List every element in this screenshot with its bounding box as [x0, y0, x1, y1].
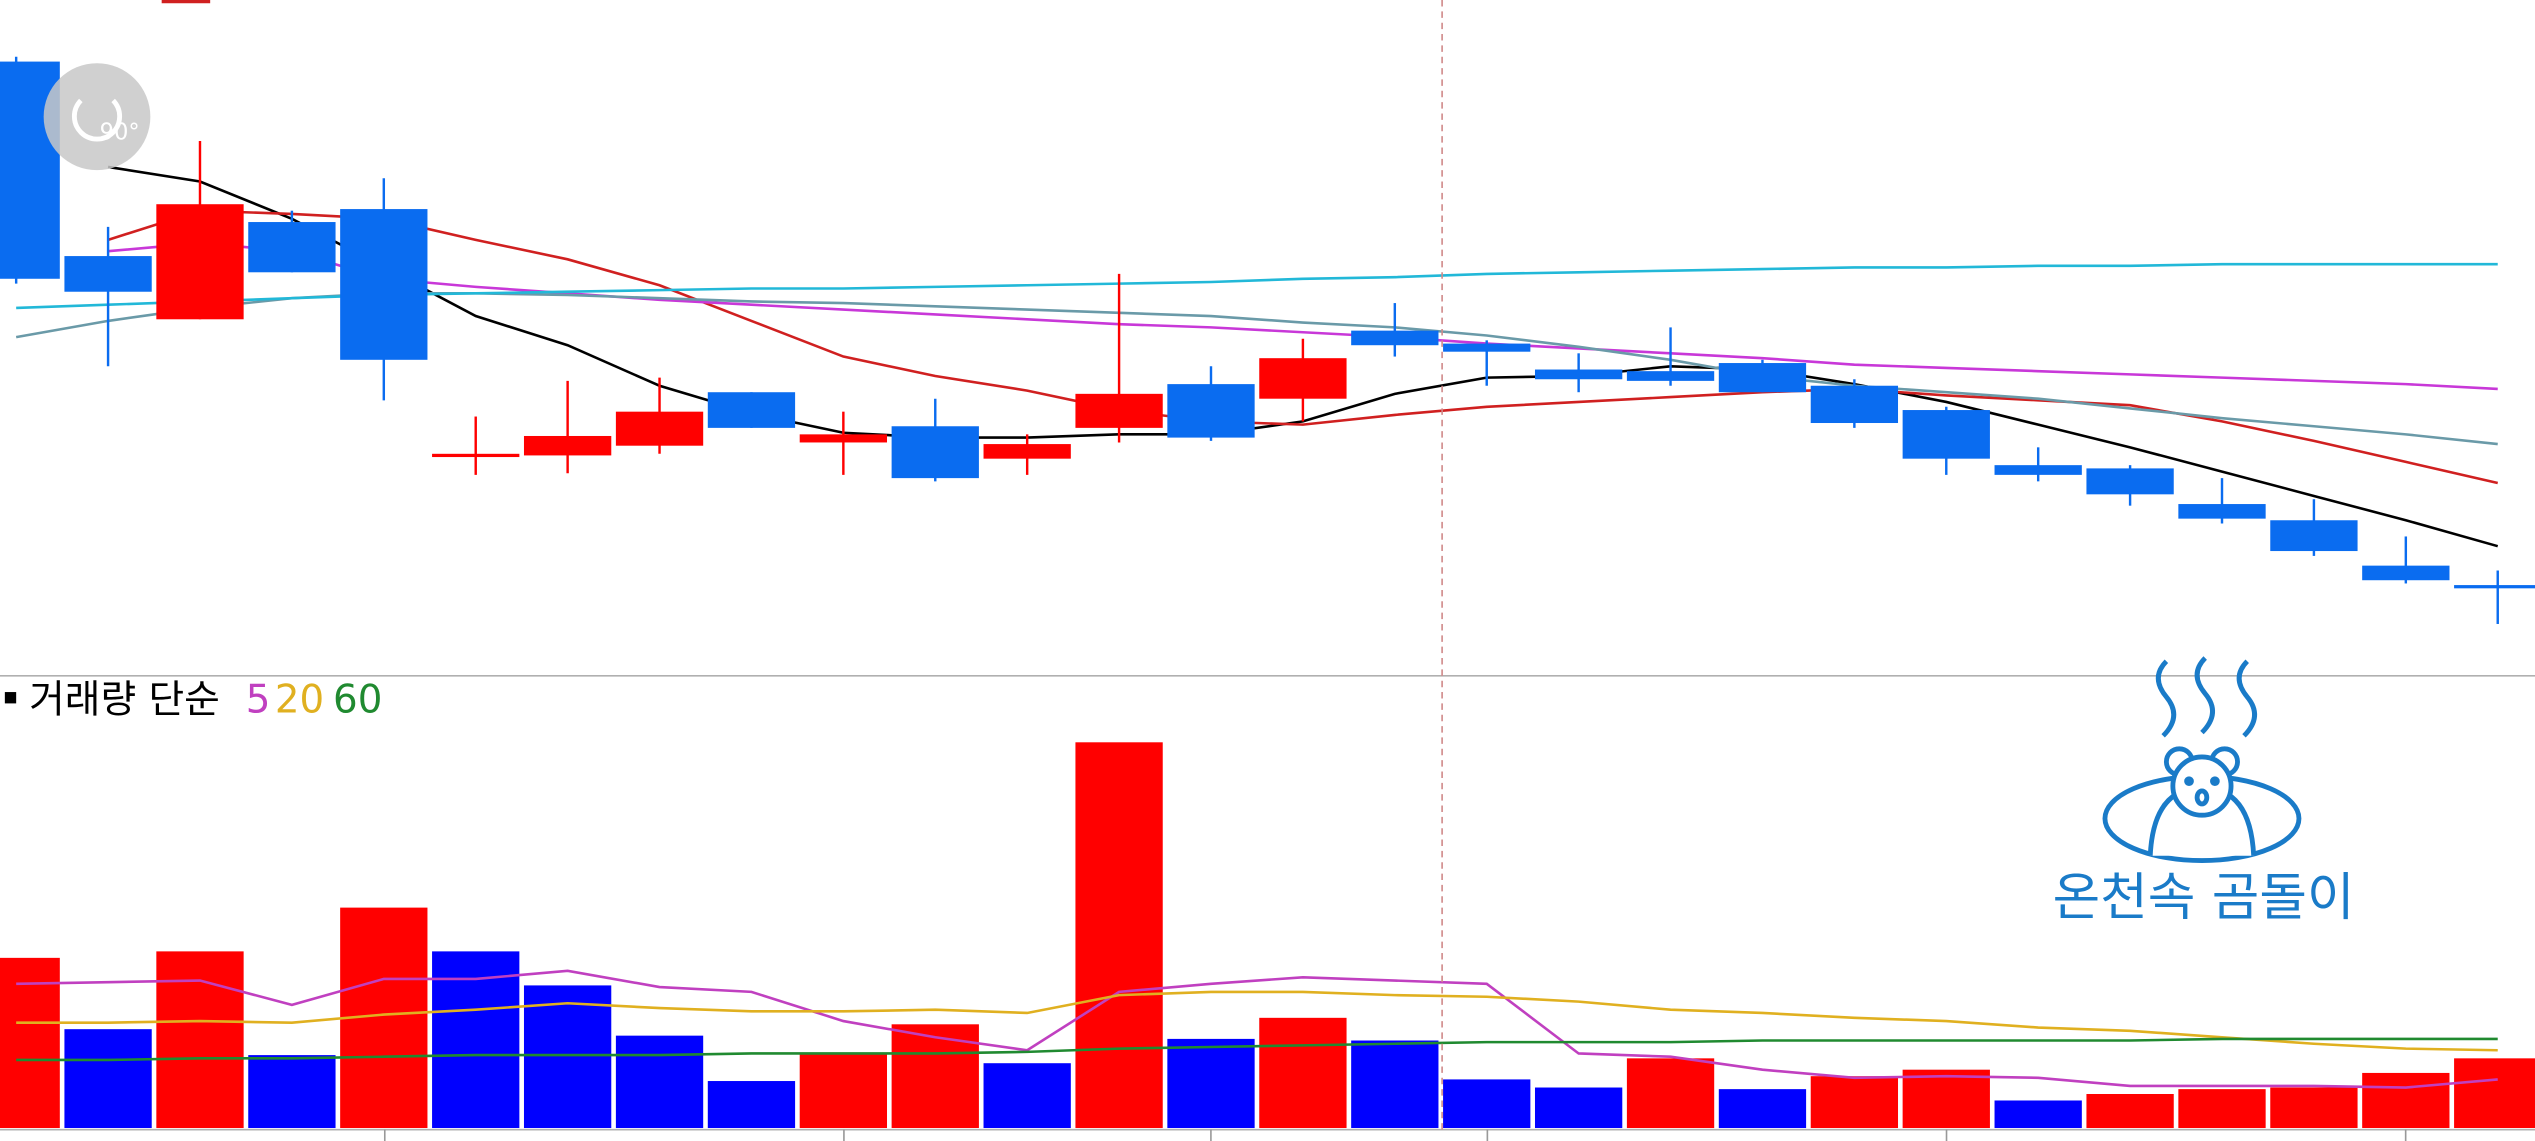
volume-bar — [615, 1035, 704, 1129]
volume-bar — [2270, 1087, 2358, 1129]
watermark-logo — [2102, 656, 2302, 864]
volume-bar — [523, 985, 612, 1129]
ma-line — [107, 241, 2498, 391]
candle-body — [1259, 358, 1347, 399]
volume-bar — [1626, 1058, 1715, 1129]
volume-bar — [248, 1055, 336, 1129]
candle-body — [156, 204, 244, 320]
legend-marker — [4, 692, 17, 704]
price-panel — [0, 56, 2535, 624]
candle-body — [1902, 410, 1990, 459]
candle-body — [983, 444, 1071, 459]
ma-line — [16, 990, 2498, 1052]
candle-body — [1810, 385, 1899, 424]
volume-bar — [1534, 1087, 1623, 1129]
volume-bar — [1994, 1100, 2082, 1129]
volume-bar — [1351, 1040, 1439, 1129]
volume-bar — [1443, 1079, 1531, 1129]
candle-body — [1351, 330, 1439, 346]
volume-bar — [1718, 1089, 1807, 1129]
candle-body — [2178, 504, 2266, 519]
volume-title: 거래량 단순 — [29, 677, 220, 722]
legend-entry: 20 — [275, 677, 324, 722]
legend-entry: 60 — [333, 677, 382, 722]
volume-bar — [156, 951, 244, 1129]
ma-line — [107, 209, 2499, 485]
candle-body — [248, 222, 336, 273]
volume-bar — [707, 1081, 796, 1129]
watermark-text: 온천속 곰돌이 — [2053, 868, 2355, 928]
legend-entry: 5 — [246, 677, 271, 722]
ma-line — [16, 1037, 2498, 1062]
rotate-button-bg[interactable] — [43, 63, 151, 171]
candle-body — [2086, 468, 2174, 495]
volume-bar — [2362, 1072, 2450, 1129]
volume-bar — [1259, 1017, 1347, 1129]
volume-bar — [0, 957, 60, 1129]
candle-body — [2362, 565, 2450, 581]
rotate-label[interactable]: 90° — [100, 119, 140, 145]
ma-line — [16, 262, 2498, 310]
candle-body — [799, 434, 888, 443]
candle-body — [432, 453, 520, 458]
volume-bar — [799, 1053, 888, 1129]
x-axis-ticks — [383, 1129, 2407, 1141]
volume-bar — [432, 951, 520, 1129]
rotate-button[interactable]: 90° — [43, 63, 151, 171]
rotate-icon — [72, 98, 122, 142]
candle-body — [1075, 393, 1163, 428]
candle-body — [1718, 363, 1807, 393]
candle-body — [340, 209, 428, 360]
volume-panel — [0, 742, 2535, 1129]
volume-bar — [2178, 1089, 2266, 1129]
candle-body — [1994, 465, 2082, 475]
candle-body — [1443, 343, 1531, 352]
candle-body — [1167, 384, 1255, 438]
candle-body — [891, 426, 979, 479]
legend-fragment — [161, 0, 211, 4]
candle-body — [707, 392, 796, 428]
volume-bar — [1075, 742, 1163, 1129]
volume-bar — [891, 1024, 979, 1129]
volume-bar — [1902, 1069, 1990, 1129]
volume-bar — [1810, 1076, 1899, 1129]
ma-line — [16, 969, 2498, 1089]
candle-body — [2454, 585, 2535, 589]
candle-body — [523, 435, 612, 456]
candle-body — [615, 411, 704, 446]
volume-bar — [2086, 1093, 2174, 1129]
candle-body — [1534, 369, 1623, 380]
volume-bar — [2454, 1058, 2535, 1129]
candle-body — [1626, 371, 1715, 381]
candle-body — [64, 256, 152, 292]
volume-bar — [983, 1063, 1071, 1129]
volume-bar — [64, 1029, 152, 1129]
volume-bar — [1167, 1038, 1255, 1129]
candle-body — [2270, 520, 2358, 552]
